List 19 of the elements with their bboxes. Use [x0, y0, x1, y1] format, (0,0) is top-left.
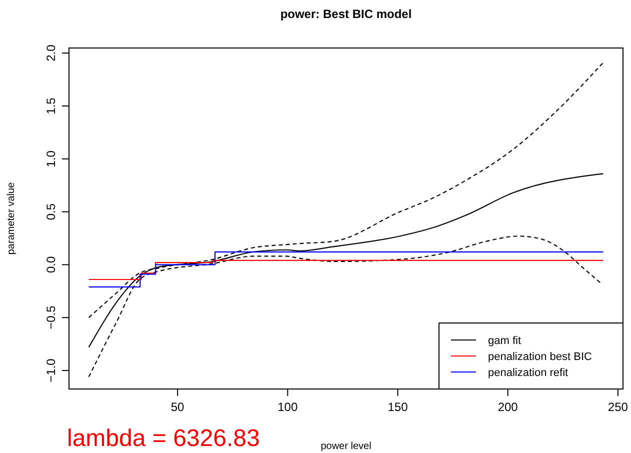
x-tick-label: 200 — [498, 400, 518, 414]
x-tick-label: 50 — [170, 400, 185, 414]
y-tick-label: 2.0 — [44, 44, 58, 62]
y-tick-label: 1.0 — [44, 150, 58, 168]
y-tick-label: 1.5 — [44, 97, 58, 114]
y-tick-label: −1.0 — [44, 358, 58, 382]
x-tick-label: 150 — [388, 400, 408, 414]
y-axis-title: parameter value — [6, 182, 17, 255]
legend-label: gam fit — [488, 335, 522, 347]
x-axis-title: power level — [320, 441, 372, 452]
y-tick-label: 0.0 — [44, 256, 58, 274]
chart-title: power: Best BIC model — [280, 7, 412, 21]
x-tick-label: 100 — [278, 400, 298, 414]
x-tick-label: 250 — [608, 400, 628, 414]
legend-label: penalization best BIC — [488, 351, 592, 363]
text: lambda = 6326.83 — [67, 425, 260, 452]
y-tick-label: −0.5 — [44, 305, 58, 330]
y-tick-label: 0.5 — [44, 203, 58, 220]
legend-label: penalization refit — [488, 367, 568, 379]
